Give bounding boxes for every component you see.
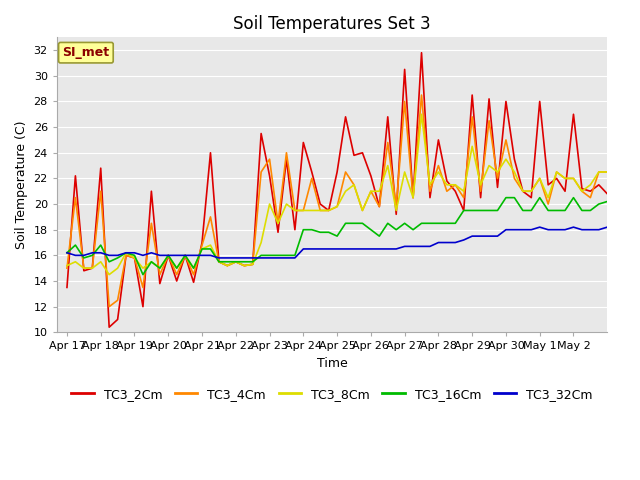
X-axis label: Time: Time <box>317 357 348 370</box>
Legend: TC3_2Cm, TC3_4Cm, TC3_8Cm, TC3_16Cm, TC3_32Cm: TC3_2Cm, TC3_4Cm, TC3_8Cm, TC3_16Cm, TC3… <box>67 383 598 406</box>
Title: Soil Temperatures Set 3: Soil Temperatures Set 3 <box>233 15 431 33</box>
Text: SI_met: SI_met <box>62 46 109 59</box>
Y-axis label: Soil Temperature (C): Soil Temperature (C) <box>15 120 28 249</box>
